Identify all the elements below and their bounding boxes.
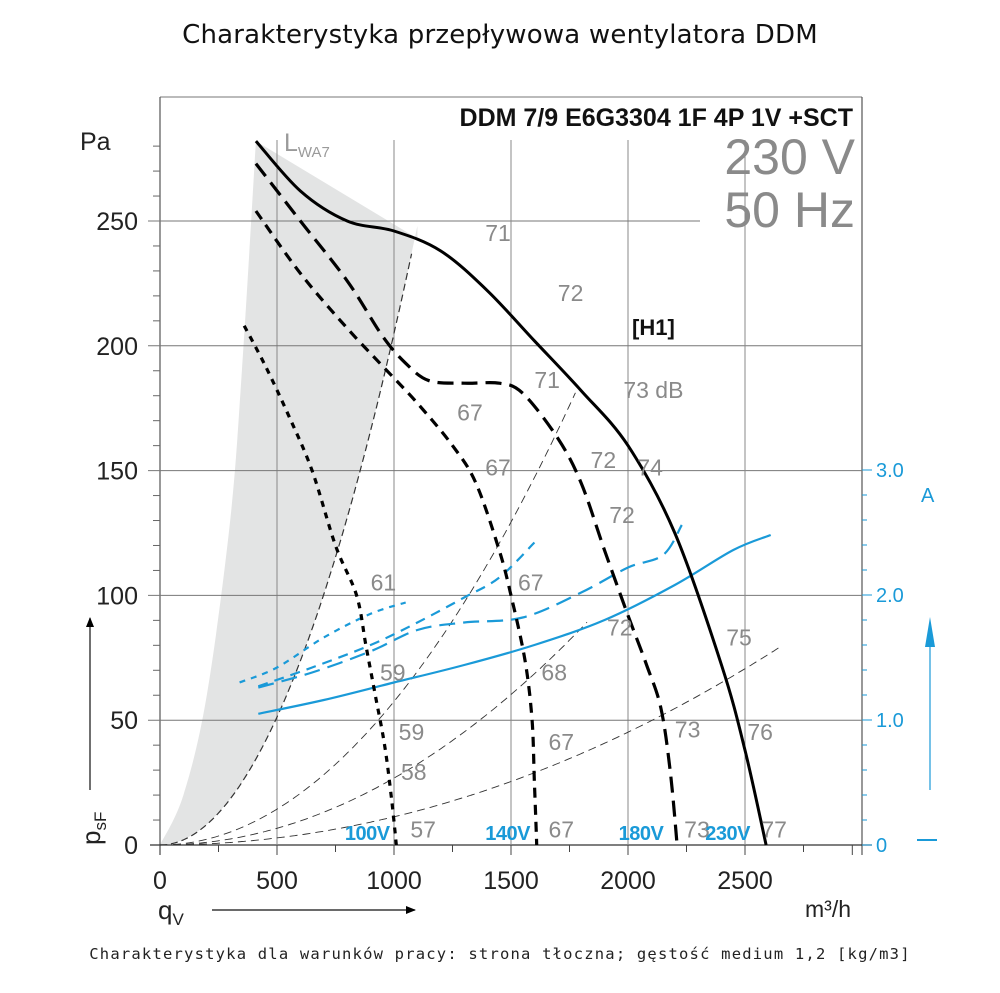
sound-level-label: 72 bbox=[558, 280, 584, 306]
pressure-curves-layer bbox=[242, 140, 768, 846]
sound-level-label: 73 bbox=[684, 817, 710, 843]
x-tick-label: 2500 bbox=[717, 867, 773, 895]
sound-level-label: 67 bbox=[548, 817, 574, 843]
sound-level-label: 73 bbox=[675, 717, 701, 743]
y2-tick-label: 2.0 bbox=[876, 585, 904, 607]
y-tick-label: 250 bbox=[96, 208, 138, 236]
sound-level-label: 67 bbox=[457, 400, 483, 426]
x-tick-label: 1500 bbox=[483, 867, 539, 895]
voltage-label-100V: 100V bbox=[345, 823, 391, 845]
current-curve-180V bbox=[258, 524, 683, 689]
x-axis-label-sub: V bbox=[172, 910, 184, 929]
unstable-operating-region bbox=[160, 141, 418, 846]
voltage-label-140V: 140V bbox=[485, 823, 531, 845]
current-curves-layer bbox=[239, 524, 772, 715]
system-curve-3 bbox=[159, 621, 588, 846]
y-axis-label-sub: sF bbox=[91, 812, 110, 831]
sound-level-label: 71 bbox=[534, 367, 560, 393]
system-curves-layer bbox=[159, 253, 781, 846]
y-tick-label: 200 bbox=[96, 333, 138, 361]
y-unit-label: Pa bbox=[80, 128, 111, 156]
sound-level-label: 59 bbox=[380, 659, 406, 685]
sound-level-label: 67 bbox=[518, 569, 544, 595]
y2-tick-label: 0 bbox=[876, 835, 887, 857]
y-tick-label: 50 bbox=[110, 707, 138, 735]
sound-level-label: 68 bbox=[541, 659, 567, 685]
sound-level-label: 73 dB bbox=[623, 377, 683, 403]
labels-layer: 71 72 73 dB 74 75 76 77 71 72 72 72 73 73 67 67 67 68 67 6… bbox=[345, 220, 787, 845]
y-axis-label: psF bbox=[76, 812, 110, 845]
y2-axis-arrow-head bbox=[925, 617, 935, 647]
x-tick-label: 500 bbox=[256, 867, 298, 895]
unstable-region-layer bbox=[160, 141, 418, 846]
sound-level-label: 57 bbox=[410, 817, 436, 843]
sound-level-label: 76 bbox=[747, 719, 773, 745]
y2-tick-label: 3.0 bbox=[876, 460, 904, 482]
chart-footer-note: Charakterystyka dla warunków pracy: stro… bbox=[89, 945, 911, 963]
sound-level-label: 72 bbox=[607, 614, 633, 640]
current-curve-230V bbox=[258, 533, 772, 715]
pressure-curve-100V bbox=[242, 325, 398, 846]
sound-level-label: 71 bbox=[485, 220, 511, 246]
x-axis-label: qV bbox=[158, 895, 184, 929]
voltage-label-230V: 230V bbox=[705, 823, 751, 845]
pressure-curve-180V bbox=[254, 162, 679, 846]
sound-level-label: 75 bbox=[726, 624, 752, 650]
system-curve-4 bbox=[159, 646, 781, 846]
current-curve-140V bbox=[257, 541, 536, 688]
system-curve-1 bbox=[159, 253, 413, 846]
y-tick-label: 100 bbox=[96, 582, 138, 610]
grid-layer: 0 500 1000 1500 2000 250005010015020025001.02… bbox=[96, 96, 904, 895]
sound-power-label-sub: WA7 bbox=[298, 144, 330, 161]
sound-level-label: 58 bbox=[401, 759, 427, 785]
model-label: DDM 7/9 E6G3304 1F 4P 1V +SCT bbox=[460, 104, 853, 132]
x-tick-label: 0 bbox=[153, 867, 167, 895]
y-axis-label-main: p bbox=[76, 831, 106, 845]
y2-tick-label: 1.0 bbox=[876, 710, 904, 732]
sound-level-label: 72 bbox=[591, 447, 617, 473]
sound-level-label: 72 bbox=[609, 502, 635, 528]
pressure-curve-140V bbox=[254, 210, 539, 846]
pressure-curve-230V bbox=[254, 140, 768, 846]
sound-power-label-main: L bbox=[284, 129, 298, 157]
x-axis-label-main: q bbox=[158, 895, 172, 925]
y-tick-label: 150 bbox=[96, 458, 138, 486]
sound-level-label: 59 bbox=[399, 719, 425, 745]
x-unit-label: m³/h bbox=[805, 896, 851, 922]
chart-title: Charakterystyka przepływowa wentylatora … bbox=[182, 20, 818, 50]
x-tick-label: 1000 bbox=[366, 867, 422, 895]
sound-level-label: 67 bbox=[485, 455, 511, 481]
sound-level-label: 77 bbox=[761, 817, 787, 843]
voltage-label: 230 V bbox=[724, 129, 855, 185]
current-curve-100V bbox=[239, 601, 407, 684]
sound-level-label: 67 bbox=[548, 729, 574, 755]
voltage-label-180V: 180V bbox=[619, 823, 665, 845]
y2-unit-label: A bbox=[921, 485, 935, 507]
system-curve-2 bbox=[159, 392, 576, 846]
sound-level-label: 61 bbox=[371, 569, 397, 595]
curve-tag-label: [H1] bbox=[632, 315, 675, 340]
sound-power-label: LWA7 bbox=[284, 129, 330, 161]
sound-level-label: 74 bbox=[637, 455, 663, 481]
frequency-label: 50 Hz bbox=[724, 182, 855, 238]
x-tick-label: 2000 bbox=[600, 867, 656, 895]
y-tick-label: 0 bbox=[124, 832, 138, 860]
